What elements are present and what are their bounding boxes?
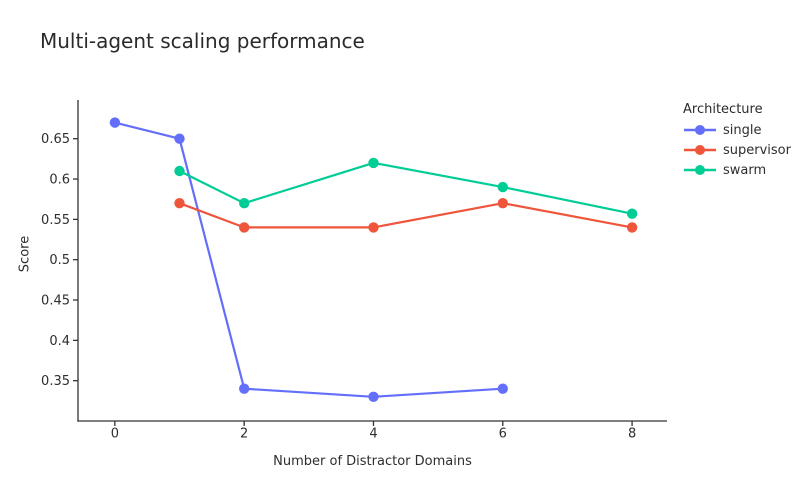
legend-line-marker-icon: [684, 165, 716, 175]
legend-line-marker-icon: [684, 145, 716, 155]
data-point-single[interactable]: [368, 391, 379, 402]
y-tick-label: 0.45: [41, 294, 70, 309]
legend-item-label: single: [723, 122, 762, 138]
data-point-swarm[interactable]: [174, 165, 185, 177]
data-point-supervisor[interactable]: [626, 222, 638, 233]
data-point-single[interactable]: [497, 383, 508, 394]
data-point-swarm[interactable]: [626, 208, 638, 219]
x-tick-label: 0: [111, 427, 119, 442]
x-tick-label: 2: [240, 427, 248, 442]
legend-items: single supervisor swarm: [683, 120, 791, 180]
y-tick-label: 0.65: [41, 132, 70, 147]
legend-title: Architecture: [683, 102, 763, 117]
data-point-supervisor[interactable]: [239, 222, 250, 233]
series-line-single: [114, 121, 503, 398]
data-point-swarm[interactable]: [497, 181, 508, 193]
data-point-single[interactable]: [109, 117, 121, 128]
x-axis-title: Number of Distractor Domains: [273, 454, 472, 469]
y-tick-label: 0.6: [49, 173, 70, 188]
x-tick-label: 8: [628, 427, 636, 442]
legend: Architecture single supervisor swarm: [683, 102, 791, 180]
y-tick-label: 0.4: [49, 334, 70, 349]
y-tick-label: 0.55: [41, 213, 70, 228]
y-tick-label: 0.5: [49, 253, 70, 268]
legend-item-single[interactable]: single: [683, 120, 791, 140]
x-tick-label: 4: [369, 427, 377, 442]
data-point-swarm[interactable]: [239, 198, 250, 209]
data-point-single[interactable]: [239, 383, 250, 394]
y-axis-title: Score: [17, 235, 33, 273]
data-point-supervisor[interactable]: [368, 222, 379, 233]
y-tick-label: 0.35: [41, 374, 70, 389]
legend-item-supervisor[interactable]: supervisor: [683, 140, 791, 160]
data-point-supervisor[interactable]: [497, 198, 508, 209]
chart-title: Multi-agent scaling performance: [40, 29, 365, 53]
legend-line-marker-icon: [684, 125, 716, 135]
legend-item-label: supervisor: [723, 142, 791, 158]
data-point-swarm[interactable]: [368, 157, 379, 169]
legend-item-label: swarm: [723, 162, 767, 178]
data-point-supervisor[interactable]: [174, 198, 185, 209]
legend-item-swarm[interactable]: swarm: [683, 160, 791, 180]
data-point-single[interactable]: [174, 133, 185, 144]
x-tick-label: 6: [499, 427, 507, 442]
